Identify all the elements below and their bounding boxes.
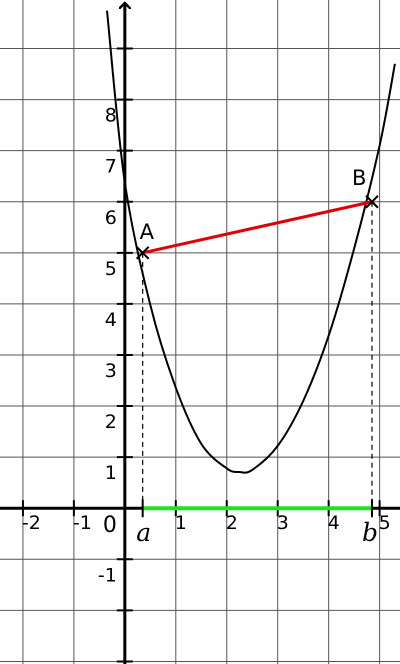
x-tick-label: 2: [226, 512, 238, 534]
x-tick-label: -2: [22, 512, 41, 534]
x-tick-label: 5: [379, 512, 391, 534]
y-tick-label: 1: [105, 462, 117, 484]
function-curve: [106, 10, 396, 474]
point-b-marker: [365, 195, 379, 209]
y-tick-label: 8: [105, 105, 117, 127]
secant-line: [142, 200, 373, 255]
x-tick-label: -1: [73, 512, 92, 534]
x-tick-label: 3: [277, 512, 289, 534]
y-tick-label: 2: [105, 411, 117, 433]
y-tick-label: 5: [105, 258, 117, 280]
construction-marks: [135, 195, 379, 518]
origin-label: 0: [103, 513, 117, 538]
y-tick-label: 7: [105, 156, 117, 178]
point-a-marker: [135, 246, 150, 260]
x-tick-label: 1: [175, 512, 187, 534]
point-b-marker-stroke: [365, 195, 379, 209]
y-tick-label: 3: [105, 360, 117, 382]
param-a-label: a: [136, 518, 151, 547]
axes: [0, 3, 400, 664]
y-tick-label: -1: [98, 564, 117, 586]
y-tick-label: 6: [105, 207, 117, 229]
y-tick-label: 4: [105, 309, 117, 331]
curve-layer: [106, 10, 396, 474]
x-tick-label: 4: [328, 512, 340, 534]
point-a-marker-stroke: [135, 246, 150, 260]
point-b-label: B: [352, 166, 366, 190]
labels: -2 -1 0 1 2 3 4 5 -1 1 2 3 4 5 6 7 8 A Ba b: [22, 105, 391, 587]
param-b-label: b: [362, 518, 378, 547]
point-a-label: A: [140, 220, 155, 244]
